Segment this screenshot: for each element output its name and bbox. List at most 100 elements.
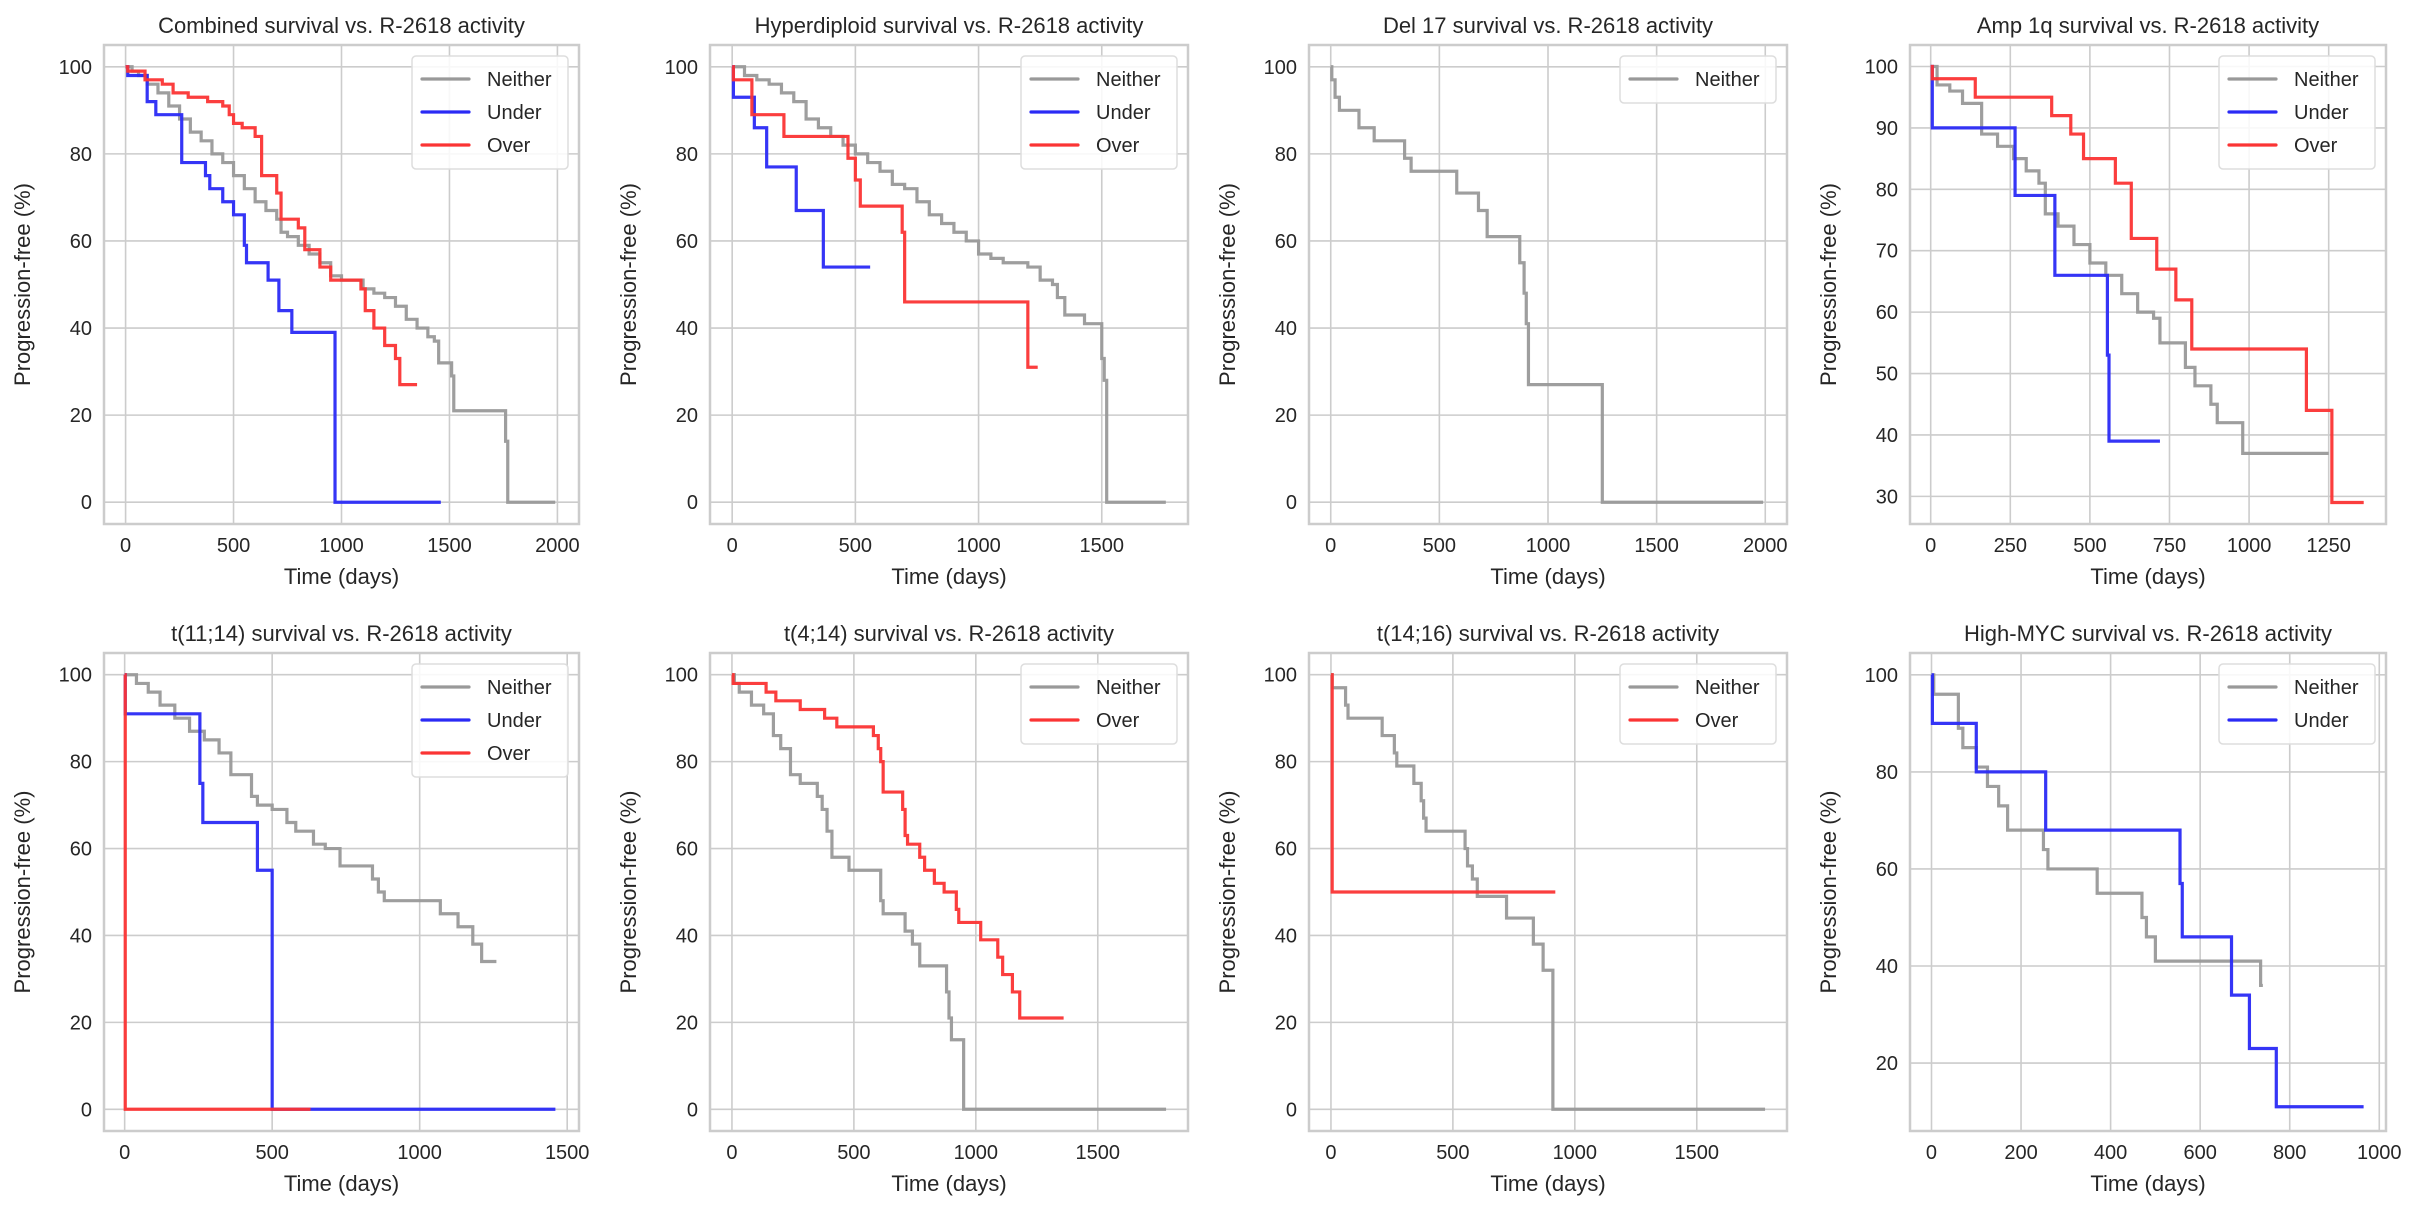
axes-frame — [102, 651, 581, 1133]
legend-label: Over — [487, 743, 531, 765]
x-tick-label: 500 — [1436, 1142, 1469, 1164]
axes-frame — [1908, 43, 2388, 526]
series-under-line — [125, 65, 441, 504]
y-tick-label: 60 — [676, 839, 698, 861]
chart-panel-3: 0 250 500 750 1000 1250 30 40 50 60 70 80 90 100 Amp 1… — [1816, 13, 2388, 589]
chart-panel-4: 0 500 1000 1500 0 20 40 60 80 100 t(11;14) surviva… — [10, 621, 589, 1196]
x-tick-label: 500 — [255, 1142, 288, 1164]
y-tick-label: 60 — [1275, 839, 1297, 861]
legend-box — [1619, 55, 1777, 104]
x-tick-label: 1500 — [1080, 535, 1125, 557]
y-tick-label: 0 — [1286, 492, 1297, 514]
x-tick-label: 1000 — [1553, 1142, 1598, 1164]
series-over-line — [731, 65, 1038, 369]
legend-label: Neither — [487, 69, 552, 91]
series-under-line — [1930, 64, 2160, 443]
y-axis-label: Progression-free (%) — [1816, 183, 1841, 386]
y-tick-label: 60 — [1876, 859, 1898, 881]
y-tick-label: 80 — [676, 752, 698, 774]
series-over-line — [125, 65, 418, 387]
legend-label: Neither — [1695, 677, 1760, 699]
x-tick-label: 500 — [217, 535, 250, 557]
y-axis-label: Progression-free (%) — [1215, 183, 1240, 386]
x-tick-label: 0 — [1926, 1142, 1937, 1164]
y-tick-label: 40 — [70, 318, 92, 340]
x-tick-label: 1000 — [2357, 1142, 2402, 1164]
y-tick-label: 100 — [1264, 665, 1297, 687]
y-tick-label: 60 — [1275, 231, 1297, 253]
chart-title: Combined survival vs. R-2618 activity — [158, 13, 525, 38]
x-tick-label: 250 — [1994, 535, 2027, 557]
legend-label: Neither — [1096, 69, 1161, 91]
chart-panel-1: 0 500 1000 1500 0 20 40 60 80 100 Hyperdiploid sur… — [616, 13, 1190, 589]
y-axis-label: Progression-free (%) — [1816, 791, 1841, 994]
chart-panel-6: 0 500 1000 1500 0 20 40 60 80 100 t(14;16) surviva… — [1215, 621, 1789, 1196]
y-tick-label: 40 — [70, 925, 92, 947]
x-tick-label: 1000 — [956, 535, 1001, 557]
x-tick-label: 600 — [2183, 1142, 2216, 1164]
legend-label: Over — [1096, 710, 1140, 732]
legend-label: Over — [487, 135, 531, 157]
y-tick-label: 0 — [81, 1099, 92, 1121]
x-axis-label: Time (days) — [891, 564, 1006, 589]
legend-box — [411, 663, 569, 778]
x-axis-label: Time (days) — [2090, 564, 2205, 589]
x-tick-label: 2000 — [1743, 535, 1788, 557]
legend: Neither Under — [2218, 663, 2376, 745]
y-axis-label: Progression-free (%) — [1215, 791, 1240, 994]
chart-panel-2: 0 500 1000 1500 2000 0 20 40 60 80 100 Del 17 survi… — [1215, 13, 1789, 589]
x-tick-label: 0 — [1325, 1142, 1336, 1164]
series-neither-line — [125, 65, 556, 504]
legend-box — [2218, 663, 2376, 745]
x-tick-label: 800 — [2273, 1142, 2306, 1164]
legend: Neither — [1619, 55, 1777, 104]
x-tick-label: 0 — [727, 535, 738, 557]
x-tick-label: 200 — [2004, 1142, 2037, 1164]
legend-label: Neither — [2294, 69, 2359, 91]
x-axis-label: Time (days) — [284, 564, 399, 589]
y-tick-label: 80 — [70, 144, 92, 166]
y-tick-label: 50 — [1876, 364, 1898, 386]
legend-box — [1619, 663, 1777, 745]
x-axis-label: Time (days) — [1490, 1171, 1605, 1196]
legend-box — [2218, 55, 2376, 170]
x-axis-label: Time (days) — [1490, 564, 1605, 589]
legend-box — [1020, 663, 1178, 745]
legend: Neither Over — [1020, 663, 1178, 745]
x-tick-label: 1500 — [1675, 1142, 1720, 1164]
x-tick-label: 0 — [120, 535, 131, 557]
chart-title: Amp 1q survival vs. R-2618 activity — [1977, 13, 2319, 38]
y-tick-label: 100 — [1264, 57, 1297, 79]
legend-label: Over — [1695, 710, 1739, 732]
legend-box — [411, 55, 569, 170]
legend: Neither Over — [1619, 663, 1777, 745]
legend: Neither Under Over — [411, 55, 569, 170]
y-tick-label: 80 — [1876, 179, 1898, 201]
x-tick-label: 0 — [119, 1142, 130, 1164]
y-axis-label: Progression-free (%) — [10, 183, 35, 386]
series-over-line — [731, 673, 1064, 1020]
chart-title: Del 17 survival vs. R-2618 activity — [1383, 13, 1713, 38]
chart-title: t(14;16) survival vs. R-2618 activity — [1377, 621, 1719, 646]
axes-frame — [708, 651, 1190, 1133]
y-tick-label: 30 — [1876, 486, 1898, 508]
series-over-line — [1330, 673, 1556, 894]
x-tick-label: 1000 — [397, 1142, 442, 1164]
chart-panel-7: 0 200 400 600 800 1000 20 40 60 80 100 High-MYC sur… — [1816, 621, 2402, 1196]
legend-label: Under — [487, 102, 542, 124]
y-tick-label: 100 — [59, 57, 92, 79]
legend-label: Neither — [1096, 677, 1161, 699]
y-tick-label: 0 — [687, 492, 698, 514]
series-over-line — [1930, 64, 2364, 505]
legend: Neither Under Over — [411, 663, 569, 778]
x-tick-label: 500 — [839, 535, 872, 557]
x-tick-label: 500 — [837, 1142, 870, 1164]
series-neither-line — [1330, 673, 1766, 1111]
y-tick-label: 0 — [687, 1099, 698, 1121]
legend-box — [1020, 55, 1178, 170]
chart-title: Hyperdiploid survival vs. R-2618 activit… — [755, 13, 1144, 38]
axes-frame — [1307, 651, 1789, 1133]
x-axis-label: Time (days) — [284, 1171, 399, 1196]
y-tick-label: 40 — [676, 318, 698, 340]
